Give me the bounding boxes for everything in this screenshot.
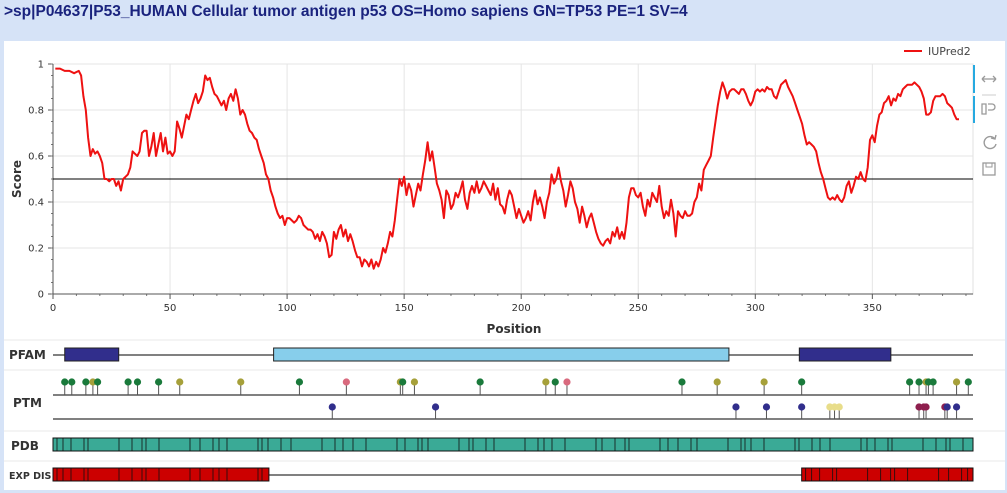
ptm-marker	[563, 378, 571, 386]
exp-dis-regions	[52, 467, 974, 482]
y-axis-label: Score	[10, 160, 24, 198]
ptm-marker	[155, 378, 163, 386]
y-tick-label: 0	[38, 290, 44, 301]
ptm-marker	[906, 378, 914, 386]
x-tick-label: 300	[746, 303, 765, 314]
wheel-zoom-icon[interactable]	[978, 94, 1000, 121]
ptm-marker	[542, 378, 550, 386]
pfam-label: PFAM	[9, 348, 46, 362]
plot-panel: 0 0.2 0.4 0.6 0.8 1 0 50 100 150 200 250 300 350 Scor…	[4, 41, 1005, 490]
x-tick-label: 50	[164, 303, 177, 314]
ptm-marker	[964, 378, 972, 386]
ptm-marker	[798, 403, 806, 411]
ptm-marker	[124, 378, 132, 386]
y-tick-label: 0.4	[28, 198, 44, 209]
series-lines	[55, 67, 959, 270]
pfam-domain	[798, 347, 892, 362]
ptm-marker	[342, 378, 350, 386]
ptm-marker	[732, 403, 740, 411]
legend-label: IUPred2	[928, 45, 971, 58]
ptm-marker	[922, 403, 930, 411]
ptm-marker	[798, 378, 806, 386]
legend[interactable]: IUPred2	[904, 45, 971, 58]
ptm-marker	[133, 378, 142, 386]
ptm-marker	[713, 378, 721, 386]
toolbar	[973, 65, 1000, 181]
page-title: >sp|P04637|P53_HUMAN Cellular tumor anti…	[4, 3, 688, 20]
ptm-marker	[82, 378, 90, 386]
track-separators	[4, 339, 1005, 462]
pfam-track: PFAM	[9, 347, 973, 362]
x-tick-label: 350	[863, 303, 882, 314]
ptm-marker	[295, 378, 304, 386]
ptm-marker	[929, 378, 937, 386]
pfam-domain	[273, 347, 730, 362]
x-tick-label: 0	[50, 303, 56, 314]
exp-dis-track: EXP DIS	[9, 467, 974, 482]
x-tick-label: 250	[629, 303, 648, 314]
ptm-marker	[328, 403, 336, 411]
y-tick-label: 1	[38, 60, 44, 71]
ptm-track: PTM	[13, 378, 973, 420]
ptm-marker	[410, 378, 419, 386]
ptm-marker	[915, 378, 923, 386]
exp-dis-region	[52, 467, 270, 482]
ptm-marker	[835, 403, 843, 411]
chart-canvas: 0 0.2 0.4 0.6 0.8 1 0 50 100 150 200 250 300 350 Scor…	[4, 45, 1005, 482]
ptm-marker	[551, 378, 559, 386]
ptm-marker	[93, 378, 102, 386]
series-line-iupred2	[55, 67, 959, 270]
reset-icon[interactable]	[978, 131, 1000, 153]
ptm-marker	[678, 378, 686, 386]
y-tick-label: 0.6	[28, 152, 44, 163]
ptm-marker	[762, 403, 771, 411]
ptm-marker	[61, 378, 69, 386]
exp-dis-label: EXP DIS	[9, 471, 52, 482]
save-icon[interactable]	[978, 159, 1000, 181]
ptm-marker	[68, 378, 76, 386]
ptm-marker	[760, 378, 768, 386]
pfam-domains	[64, 347, 892, 362]
score-plot: 0 0.2 0.4 0.6 0.8 1 0 50 100 150 200 250 300 350 Scor…	[10, 45, 974, 336]
ptm-marker	[952, 378, 961, 386]
axes: 0 0.2 0.4 0.6 0.8 1 0 50 100 150 200 250 300 350	[28, 60, 973, 314]
x-tick-label: 150	[395, 303, 414, 314]
ptm-marker	[176, 378, 184, 386]
ptm-marker	[431, 403, 440, 411]
pdb-track: PDB	[11, 437, 974, 453]
ptm-label: PTM	[13, 396, 42, 410]
y-tick-label: 0.2	[28, 244, 44, 255]
exp-dis-region	[801, 467, 974, 482]
x-tick-label: 100	[278, 303, 297, 314]
ptm-marker	[952, 403, 961, 411]
ptm-marker	[399, 378, 407, 386]
ptm-marker	[237, 378, 245, 386]
ptm-marker	[476, 378, 484, 386]
y-tick-label: 0.8	[28, 106, 44, 117]
pdb-regions	[52, 437, 974, 452]
pdb-region	[52, 437, 974, 452]
x-tick-label: 200	[512, 303, 531, 314]
ptm-bottom-markers	[328, 403, 961, 419]
pdb-label: PDB	[11, 439, 39, 453]
pfam-domain	[64, 347, 120, 362]
ptm-marker	[943, 403, 951, 411]
ptm-top-markers	[61, 378, 972, 395]
x-axis-label: Position	[487, 322, 542, 336]
pan-icon[interactable]	[978, 69, 1000, 89]
